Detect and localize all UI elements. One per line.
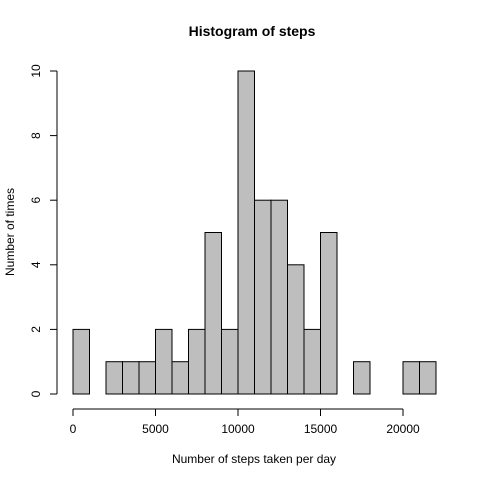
x-tick-label-0: 0 [70, 422, 77, 436]
x-tick-label-1: 5000 [142, 422, 169, 436]
y-axis-label: Number of times [3, 188, 17, 276]
histogram-bar-20 [402, 361, 420, 395]
y-tick-label-2: 4 [29, 261, 43, 268]
x-tick-label-4: 20000 [386, 422, 420, 436]
histogram-bar-11 [254, 199, 272, 395]
histogram-bar-21 [419, 361, 437, 395]
histogram-bar-0 [72, 328, 90, 395]
histogram-bar-3 [122, 361, 140, 395]
histogram-bar-13 [287, 264, 305, 395]
x-axis-label: Number of steps taken per day [172, 452, 336, 466]
histogram-bar-8 [204, 232, 222, 395]
y-tick-label-0: 0 [29, 390, 43, 397]
x-axis: 0 5000 10000 15000 20000 [70, 408, 420, 436]
histogram-bar-5 [155, 328, 173, 395]
x-tick-label-2: 10000 [221, 422, 255, 436]
y-tick-label-3: 6 [29, 197, 43, 204]
histogram-bar-9 [221, 328, 239, 395]
histogram-bar-4 [138, 361, 156, 395]
y-tick-label-1: 2 [29, 326, 43, 333]
histogram-bar-14 [303, 328, 321, 395]
histogram-bar-17 [353, 361, 371, 395]
histogram-bar-12 [270, 199, 288, 395]
histogram-bar-10 [237, 70, 255, 395]
histogram-bar-15 [320, 232, 338, 395]
histogram-bar-2 [105, 361, 123, 395]
histogram-bar-7 [188, 328, 206, 395]
chart-title: Histogram of steps [189, 23, 316, 39]
bars-group [72, 70, 437, 395]
histogram-bar-6 [171, 361, 189, 395]
y-tick-label-5: 10 [29, 64, 43, 78]
x-tick-label-3: 15000 [304, 422, 338, 436]
y-axis: 0 2 4 6 8 10 [29, 64, 58, 397]
y-tick-label-4: 8 [29, 132, 43, 139]
